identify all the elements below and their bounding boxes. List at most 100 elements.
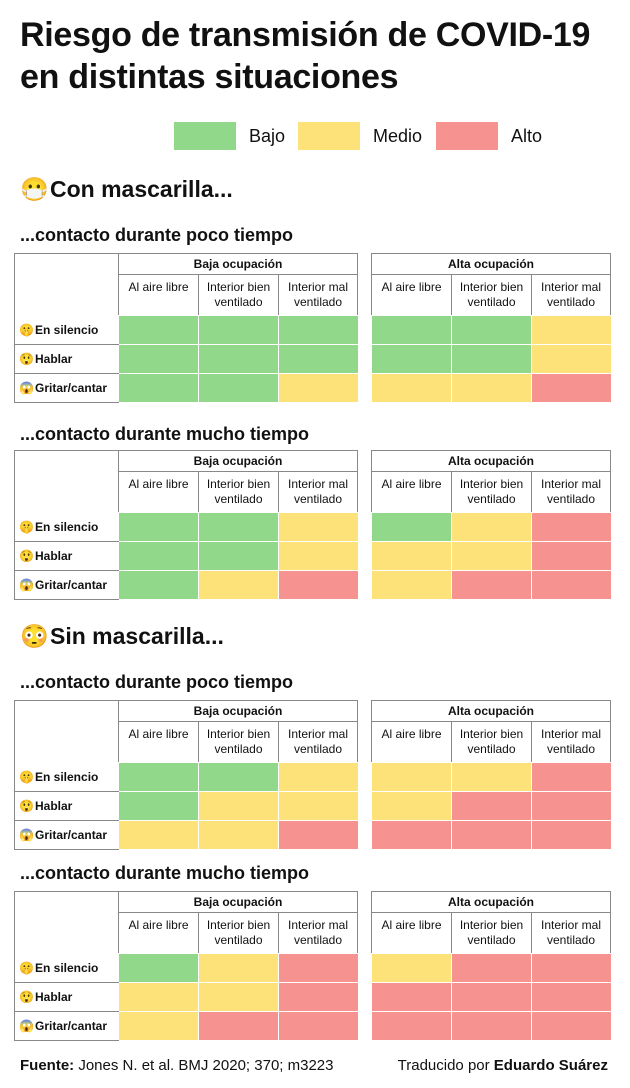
legend-swatch-medio xyxy=(298,122,360,150)
face-emoji-icon: 😱 xyxy=(19,1019,34,1033)
risk-cell-bajo xyxy=(199,316,278,344)
legend-swatch-alto xyxy=(436,122,498,150)
risk-cell-medio xyxy=(119,1012,198,1040)
face-emoji-icon: 😲 xyxy=(19,352,34,366)
face-emoji-icon: 😲 xyxy=(19,549,34,563)
row-label-text: En silencio xyxy=(35,961,99,975)
mask-face-icon: 😷 xyxy=(20,176,49,202)
column-header: Al aire libre xyxy=(371,275,451,315)
risk-cell-bajo xyxy=(199,513,278,541)
risk-cell-medio xyxy=(199,983,278,1011)
risk-cell-medio xyxy=(199,792,278,820)
source-text: Jones N. et al. BMJ 2020; 370; m3223 xyxy=(78,1057,334,1074)
group-alta-ocupacion: Alta ocupación Al aire libre Interior bien… xyxy=(371,700,611,850)
risk-cell-bajo xyxy=(119,792,198,820)
risk-cell-bajo xyxy=(199,542,278,570)
row-label-text: Gritar/cantar xyxy=(35,578,108,592)
source-label: Fuente: xyxy=(20,1057,75,1074)
group-header: Baja ocupación xyxy=(118,253,358,275)
risk-cell-bajo xyxy=(279,345,358,373)
section-heading-sin-mascarilla: 😳Sin mascarilla... xyxy=(20,623,224,650)
risk-cell-alto xyxy=(532,374,611,402)
legend: Bajo Medio Alto xyxy=(0,122,630,152)
legend-label-medio: Medio xyxy=(373,126,423,146)
face-emoji-icon: 🤫 xyxy=(19,323,34,337)
risk-cell-bajo xyxy=(119,763,198,791)
group-header: Baja ocupación xyxy=(118,450,358,472)
column-header: Al aire libre xyxy=(118,472,198,512)
risk-cell-medio xyxy=(372,792,451,820)
row-label: 🤫En silencio xyxy=(15,513,119,542)
face-emoji-icon: 😱 xyxy=(19,578,34,592)
column-header: Interior mal ventilado xyxy=(278,722,358,762)
risk-table: 🤫En silencio 😲Hablar 😱Gritar/cantar Baja oc… xyxy=(14,253,611,403)
risk-cell-bajo xyxy=(199,374,278,402)
risk-cell-medio xyxy=(452,542,531,570)
face-emoji-icon: 🤫 xyxy=(19,961,34,975)
duration-heading: ...contacto durante poco tiempo xyxy=(20,672,294,692)
duration-heading: ...contacto durante mucho tiempo xyxy=(20,424,310,444)
risk-cell-bajo xyxy=(119,316,198,344)
risk-cell-alto xyxy=(452,821,531,849)
face-emoji-icon: 😲 xyxy=(19,799,34,813)
risk-cell-alto xyxy=(279,954,358,982)
column-header: Al aire libre xyxy=(118,913,198,953)
risk-cell-alto xyxy=(452,983,531,1011)
risk-cell-bajo xyxy=(452,345,531,373)
risk-cell-alto xyxy=(452,1012,531,1040)
risk-cell-medio xyxy=(372,763,451,791)
risk-cell-bajo xyxy=(119,954,198,982)
risk-cell-alto xyxy=(532,792,611,820)
translator-name: Eduardo Suárez xyxy=(493,1057,608,1074)
group-alta-ocupacion: Alta ocupación Al aire libre Interior bien… xyxy=(371,891,611,1041)
risk-cell-alto xyxy=(532,954,611,982)
row-label-text: En silencio xyxy=(35,770,99,784)
source-note: Fuente: Jones N. et al. BMJ 2020; 370; m… xyxy=(20,1057,334,1074)
legend-label-bajo: Bajo xyxy=(249,126,286,146)
group-baja-ocupacion: Baja ocupación Al aire libre Interior bien… xyxy=(118,700,358,850)
row-label-text: Hablar xyxy=(35,990,73,1004)
risk-cell-bajo xyxy=(279,316,358,344)
risk-cell-alto xyxy=(372,1012,451,1040)
column-header: Al aire libre xyxy=(118,722,198,762)
legend-swatch-bajo xyxy=(174,122,236,150)
column-header: Interior bien ventilado xyxy=(198,275,278,315)
risk-cell-bajo xyxy=(199,763,278,791)
risk-cell-bajo xyxy=(119,513,198,541)
row-label-text: Hablar xyxy=(35,799,73,813)
row-label: 😱Gritar/cantar xyxy=(15,821,119,850)
risk-cell-medio xyxy=(279,542,358,570)
column-header: Interior mal ventilado xyxy=(278,913,358,953)
risk-cell-medio xyxy=(452,513,531,541)
face-emoji-icon: 🤫 xyxy=(19,520,34,534)
group-alta-ocupacion: Alta ocupación Al aire libre Interior bien… xyxy=(371,450,611,600)
row-label-text: Gritar/cantar xyxy=(35,1019,108,1033)
group-alta-ocupacion: Alta ocupación Al aire libre Interior bien… xyxy=(371,253,611,403)
column-header: Interior bien ventilado xyxy=(451,722,531,762)
row-label: 😱Gritar/cantar xyxy=(15,374,119,403)
duration-heading: ...contacto durante poco tiempo xyxy=(20,225,294,245)
column-header: Interior mal ventilado xyxy=(278,275,358,315)
group-header: Alta ocupación xyxy=(371,891,611,913)
legend-label-alto: Alto xyxy=(511,126,543,146)
risk-cell-medio xyxy=(372,571,451,599)
column-header: Interior mal ventilado xyxy=(531,722,611,762)
row-label-text: En silencio xyxy=(35,520,99,534)
row-label-column: 🤫En silencio 😲Hablar 😱Gritar/cantar xyxy=(14,700,119,850)
group-header: Alta ocupación xyxy=(371,700,611,722)
risk-cell-bajo xyxy=(372,513,451,541)
row-label-column: 🤫En silencio 😲Hablar 😱Gritar/cantar xyxy=(14,891,119,1041)
row-label: 🤫En silencio xyxy=(15,316,119,345)
column-header: Interior mal ventilado xyxy=(278,472,358,512)
risk-table: 🤫En silencio 😲Hablar 😱Gritar/cantar Baja oc… xyxy=(14,700,611,850)
risk-cell-medio xyxy=(279,792,358,820)
risk-cell-alto xyxy=(199,1012,278,1040)
face-emoji-icon: 😱 xyxy=(19,381,34,395)
risk-cell-alto xyxy=(279,1012,358,1040)
column-header: Interior mal ventilado xyxy=(531,275,611,315)
risk-cell-alto xyxy=(452,792,531,820)
translator-note: Traducido por Eduardo Suárez xyxy=(398,1057,608,1074)
risk-cell-medio xyxy=(372,954,451,982)
risk-cell-bajo xyxy=(199,345,278,373)
risk-cell-medio xyxy=(532,316,611,344)
